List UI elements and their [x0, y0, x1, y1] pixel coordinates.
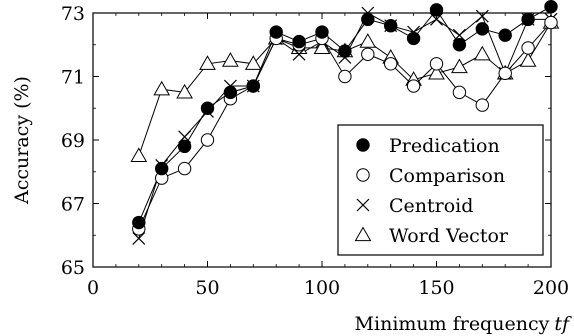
data-point-predication [429, 3, 444, 17]
data-point-word-vector [428, 64, 445, 80]
legend-label-predication: Predication [389, 135, 500, 157]
data-point-predication [475, 22, 489, 36]
data-point-predication [132, 215, 146, 230]
data-point-word-vector [359, 33, 377, 48]
legend-label-word-vector: Word Vector [389, 225, 509, 247]
y-tick-label: 69 [61, 130, 85, 152]
data-point-comparison [544, 15, 558, 30]
data-point-comparison [452, 85, 467, 100]
data-point-predication [155, 161, 169, 176]
data-point-predication [521, 12, 535, 27]
data-point-word-vector [199, 55, 216, 70]
data-point-centroid [452, 28, 466, 42]
series-layer [130, 0, 560, 245]
data-point-centroid [430, 12, 443, 26]
cross-stroke [132, 232, 146, 245]
cross-stroke [475, 9, 489, 23]
y-tick-label: 71 [61, 67, 85, 89]
data-point-comparison [521, 41, 535, 55]
data-point-comparison [498, 66, 512, 81]
cross-stroke [430, 12, 443, 26]
data-point-comparison [177, 161, 192, 176]
data-point-word-vector [519, 52, 537, 67]
x-tick-label: 200 [533, 277, 569, 299]
data-point-word-vector [176, 83, 193, 99]
cross-stroke [292, 47, 306, 61]
legend-marker-comparison [356, 168, 370, 182]
data-point-predication [361, 12, 375, 27]
legend-marker-predication [356, 138, 370, 152]
data-point-comparison [406, 79, 421, 93]
data-point-centroid [178, 130, 192, 144]
data-point-comparison [338, 69, 352, 84]
legend: Predication Comparison Centroid Word Vector [337, 124, 544, 256]
data-point-comparison [429, 57, 444, 71]
data-point-word-vector [244, 55, 262, 70]
data-point-predication [315, 25, 329, 39]
legend-label-centroid: Centroid [389, 195, 473, 217]
x-tick-label: 0 [87, 277, 99, 299]
data-point-centroid [132, 232, 146, 245]
x-tick-label: 150 [418, 277, 454, 299]
legend-marker-word-vector [354, 226, 372, 242]
data-point-comparison [361, 47, 375, 61]
data-point-predication [338, 44, 352, 58]
data-point-word-vector [153, 80, 171, 96]
x-tick-label: 100 [304, 277, 340, 299]
data-point-word-vector [130, 147, 148, 162]
cross-stroke [356, 198, 370, 212]
data-point-centroid [292, 47, 306, 61]
y-tick-label: 65 [61, 257, 85, 279]
y-tick-label: 67 [61, 194, 85, 216]
data-point-comparison [475, 98, 489, 112]
x-axis-title-italic: tf [554, 313, 572, 335]
axes: 0 50 100 150 200 65 67 69 71 73 Accuracy (%) Minimu… [11, 3, 572, 335]
cross-stroke [452, 28, 466, 42]
data-point-predication [269, 25, 283, 39]
data-point-centroid [475, 9, 489, 23]
data-point-predication [292, 34, 306, 49]
data-point-word-vector [222, 52, 239, 67]
y-tick-label: 73 [61, 3, 85, 25]
x-tick-label: 50 [195, 277, 219, 299]
x-axis-title-text: Minimum frequency [355, 313, 550, 335]
data-point-predication [246, 79, 261, 93]
data-point-comparison [384, 57, 398, 71]
legend-marker-centroid [356, 198, 370, 212]
cross-stroke [178, 130, 192, 144]
data-point-word-vector [473, 45, 491, 61]
x-axis-title: Minimum frequency tf [355, 313, 572, 335]
data-point-predication [177, 139, 192, 154]
data-point-predication [498, 28, 512, 42]
data-point-predication [452, 38, 467, 52]
data-point-word-vector [451, 58, 468, 74]
legend-box [337, 124, 544, 256]
data-point-word-vector [313, 39, 331, 55]
data-point-comparison [200, 133, 215, 147]
y-axis-title: Accuracy (%) [11, 76, 33, 205]
data-point-predication [384, 19, 398, 33]
legend-label-comparison: Comparison [389, 165, 505, 187]
data-point-predication [200, 101, 215, 115]
data-point-predication [223, 85, 238, 100]
data-point-predication [544, 0, 558, 14]
data-point-predication [406, 31, 421, 46]
